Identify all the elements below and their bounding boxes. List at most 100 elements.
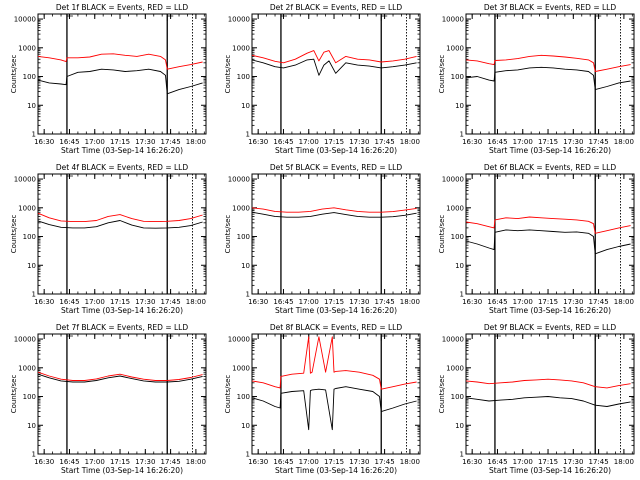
x-tick-label: 16:45: [59, 458, 79, 466]
series-events-black: [465, 396, 631, 407]
y-tick-label: 1: [460, 291, 464, 299]
y-tick-label: 10000: [228, 336, 250, 344]
marker-bracket: [66, 15, 73, 21]
panel-title: Det 1f BLACK = Events, RED = LLD: [56, 3, 189, 12]
x-tick-label: 18:00: [400, 298, 420, 306]
x-tick-label: 17:45: [161, 138, 181, 146]
y-axis-label: Counts/sec: [224, 375, 232, 414]
marker-bracket: [380, 15, 388, 21]
series-lld-red: [37, 371, 203, 381]
panel-4: Det 4f BLACK = Events, RED = LLD 1 10 100 10…: [10, 163, 207, 315]
series-events-black: [251, 58, 417, 76]
marker-bracket: [166, 15, 174, 21]
x-tick-label: 16:30: [248, 298, 268, 306]
series-lld-red: [465, 378, 631, 389]
marker-bracket: [594, 175, 602, 181]
x-axis-label: Start Time (03-Sep-14 16:26:20): [61, 466, 183, 475]
plot-frame: [251, 333, 421, 455]
x-axis-label: Start Time (03-Sep-14 16:26:20): [275, 466, 397, 475]
y-tick-label: 1: [460, 131, 464, 139]
x-tick-label: 16:30: [462, 298, 482, 306]
y-tick-label: 1000: [18, 204, 36, 212]
y-tick-label: 10: [241, 262, 250, 270]
x-tick-label: 16:45: [59, 138, 79, 146]
x-tick-label: 17:30: [563, 458, 583, 466]
marker-bracket: [166, 335, 174, 341]
x-tick-label: 17:45: [589, 138, 609, 146]
x-tick-label: 16:45: [273, 138, 293, 146]
series-lld-red: [37, 53, 203, 70]
plot-frame: [37, 173, 207, 295]
x-tick-label: 17:00: [513, 298, 533, 306]
series-lld-red: [251, 336, 417, 390]
y-tick-label: 10: [27, 102, 36, 110]
y-tick-label: 1000: [232, 364, 250, 372]
y-tick-label: 10: [241, 422, 250, 430]
y-tick-label: 1000: [18, 44, 36, 52]
marker-bracket: [380, 335, 388, 341]
series-events-black: [37, 220, 203, 229]
series-lld-red: [251, 50, 417, 64]
x-tick-label: 17:15: [324, 298, 344, 306]
plot-frame: [37, 333, 207, 455]
y-tick-label: 10: [241, 102, 250, 110]
y-tick-label: 10: [455, 262, 464, 270]
x-tick-label: 18:00: [400, 458, 420, 466]
x-axis-label: Start Time (03-Sep-14 16:26:20): [489, 466, 611, 475]
y-tick-label: 100: [237, 73, 250, 81]
x-tick-label: 16:30: [248, 138, 268, 146]
plot-frame: [251, 13, 421, 135]
y-tick-label: 100: [23, 233, 36, 241]
x-tick-label: 17:30: [135, 458, 155, 466]
series-events-black: [37, 68, 203, 95]
x-tick-label: 17:15: [538, 138, 558, 146]
panel-title: Det 7f BLACK = Events, RED = LLD: [56, 323, 189, 332]
x-tick-label: 17:45: [589, 458, 609, 466]
panel-7: Det 7f BLACK = Events, RED = LLD 1 10 100 10…: [10, 323, 207, 475]
marker-bracket: [66, 335, 73, 341]
x-tick-label: 17:15: [538, 298, 558, 306]
x-tick-label: 16:45: [487, 298, 507, 306]
y-axis-label: Counts/sec: [224, 215, 232, 254]
marker-bracket: [494, 335, 501, 341]
series-lld-red: [251, 207, 417, 213]
marker-bracket: [494, 175, 501, 181]
x-tick-label: 17:00: [299, 458, 319, 466]
marker-bracket: [280, 15, 287, 21]
x-tick-label: 17:45: [161, 298, 181, 306]
x-tick-label: 17:00: [85, 298, 105, 306]
marker-bracket: [166, 175, 174, 181]
y-tick-label: 100: [237, 233, 250, 241]
x-tick-label: 16:45: [273, 458, 293, 466]
series-lld-red: [37, 212, 203, 223]
x-tick-label: 18:00: [186, 298, 206, 306]
y-tick-label: 10000: [14, 16, 36, 24]
y-tick-label: 10000: [228, 176, 250, 184]
y-tick-label: 100: [237, 393, 250, 401]
series-events-black: [37, 373, 203, 383]
x-tick-label: 17:45: [375, 458, 395, 466]
x-tick-label: 17:30: [349, 298, 369, 306]
x-tick-label: 18:00: [186, 458, 206, 466]
y-tick-label: 1: [246, 131, 250, 139]
x-tick-label: 16:45: [487, 458, 507, 466]
x-tick-label: 17:45: [589, 298, 609, 306]
plot-frame: [465, 13, 635, 135]
y-tick-label: 10000: [442, 16, 464, 24]
y-tick-label: 10: [455, 102, 464, 110]
panel-title: Det 9f BLACK = Events, RED = LLD: [484, 323, 617, 332]
y-tick-label: 1000: [18, 364, 36, 372]
plot-frame: [465, 333, 635, 455]
x-tick-label: 18:00: [614, 138, 634, 146]
y-tick-label: 10000: [442, 176, 464, 184]
panel-title: Det 3f BLACK = Events, RED = LLD: [484, 3, 617, 12]
y-tick-label: 1000: [446, 204, 464, 212]
panel-title: Det 2f BLACK = Events, RED = LLD: [270, 3, 403, 12]
x-tick-label: 18:00: [400, 138, 420, 146]
marker-bracket: [380, 175, 388, 181]
y-tick-label: 1: [246, 451, 250, 459]
y-tick-label: 100: [23, 393, 36, 401]
marker-bracket: [280, 335, 287, 341]
y-axis-label: Counts/sec: [10, 375, 18, 414]
